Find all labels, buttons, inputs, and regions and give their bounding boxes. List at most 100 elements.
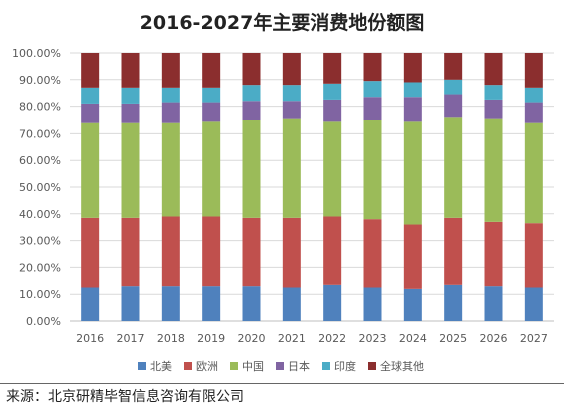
bar-segment [161,216,180,287]
x-tick-label: 2023 [359,332,387,345]
y-tick-label: 30.00% [19,235,61,248]
legend-label: 北美 [150,360,172,373]
bar-segment [282,101,301,119]
bar-segment [444,117,463,218]
bar-segment [524,287,543,321]
bar-segment [161,122,180,217]
bar-segment [81,103,100,123]
bar-segment [484,99,503,119]
x-tick-label: 2026 [480,332,508,345]
bar-segment [524,102,543,123]
x-tick-label: 2019 [197,332,225,345]
bar-segment [323,99,342,122]
legend-swatch [184,362,192,370]
bar-segment [242,217,261,287]
bar-segment [524,53,543,88]
x-tick-label: 2017 [117,332,145,345]
bar-segment [524,223,543,288]
bar-segment [323,83,342,100]
legend-swatch [368,362,376,370]
bar-segment [242,286,261,321]
bar-segment [202,121,221,217]
y-tick-label: 60.00% [19,154,61,167]
chart-title: 2016-2027年主要消费地份额图 [139,12,425,34]
bar-segment [121,286,140,321]
bar-segment [81,287,100,321]
y-tick-label: 10.00% [19,288,61,301]
bar-segment [81,87,100,104]
bar-segment [202,102,221,122]
bar-segment [202,286,221,321]
legend-label: 印度 [334,359,356,373]
legend-label: 全球其他 [380,359,424,373]
bar-segment [524,87,543,103]
y-tick-label: 50.00% [19,181,61,194]
bar-segment [484,118,503,222]
bar-segment [282,53,301,86]
bar-segment [202,53,221,88]
legend-label: 中国 [242,360,264,373]
x-tick-label: 2027 [520,332,548,345]
bar-segment [121,87,140,104]
bar-segment [403,224,422,289]
legend-label: 欧洲 [196,360,218,373]
bar-segment [444,79,463,95]
bar-segment [363,287,382,321]
bar-segment [242,53,261,86]
bar-segment [363,120,382,220]
x-tick-label: 2022 [318,332,346,345]
bar-segment [323,216,342,285]
source-note: 来源：北京研精毕智信息咨询有限公司 [6,389,244,405]
bar-segment [161,286,180,321]
y-tick-label: 70.00% [19,127,61,140]
bar-segment [282,287,301,321]
x-tick-label: 2020 [238,332,266,345]
bar-segment [202,87,221,103]
bar-segment [202,216,221,287]
bar-segment [363,97,382,120]
bar-segment [242,120,261,218]
bar-segment [81,122,100,218]
bar-segment [484,53,503,86]
bar-segment [242,101,261,120]
bar-segment [282,118,301,218]
bar-segment [363,53,382,82]
x-tick-label: 2025 [439,332,467,345]
source-divider [0,383,564,384]
y-tick-label: 40.00% [19,208,61,221]
bar-segment [363,81,382,98]
bar-segment [121,103,140,123]
bar-segment [363,219,382,288]
x-tick-label: 2021 [278,332,306,345]
bar-segment [524,122,543,224]
bar-segment [161,102,180,123]
x-tick-label: 2024 [399,332,427,345]
bar-segment [484,85,503,100]
bar-segment [242,85,261,102]
legend-swatch [322,362,330,370]
bar-segment [81,217,100,288]
legend-label: 日本 [288,359,310,373]
legend-swatch [138,362,146,370]
bar-segment [161,87,180,103]
y-tick-label: 100.00% [12,47,61,60]
bar-segment [403,121,422,225]
bar-segment [444,284,463,321]
bar-segment [403,288,422,321]
bar-segment [444,217,463,285]
bar-segment [161,53,180,88]
bar-segment [403,82,422,98]
x-tick-label: 2016 [76,332,104,345]
bar-segment [121,217,140,287]
bar-segment [403,97,422,122]
y-tick-label: 0.00% [26,315,61,328]
bar-segment [484,286,503,321]
bar-segment [323,284,342,321]
y-tick-label: 80.00% [19,101,61,114]
bar-segment [403,53,422,83]
bar-segment [81,53,100,88]
bar-segment [444,94,463,118]
bar-segment [323,121,342,217]
bar-segment [323,53,342,84]
